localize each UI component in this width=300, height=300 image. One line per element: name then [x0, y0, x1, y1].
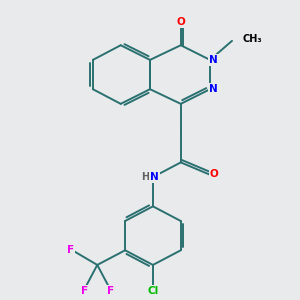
- Text: CH₃: CH₃: [242, 34, 262, 44]
- Text: N: N: [209, 84, 218, 94]
- Text: F: F: [68, 245, 74, 255]
- Text: O: O: [209, 169, 218, 179]
- Text: F: F: [107, 286, 114, 296]
- Text: H: H: [141, 172, 149, 182]
- Text: N: N: [150, 172, 159, 182]
- Text: F: F: [80, 286, 88, 296]
- Text: O: O: [176, 17, 185, 27]
- Text: N: N: [209, 55, 218, 65]
- Text: Cl: Cl: [147, 286, 159, 296]
